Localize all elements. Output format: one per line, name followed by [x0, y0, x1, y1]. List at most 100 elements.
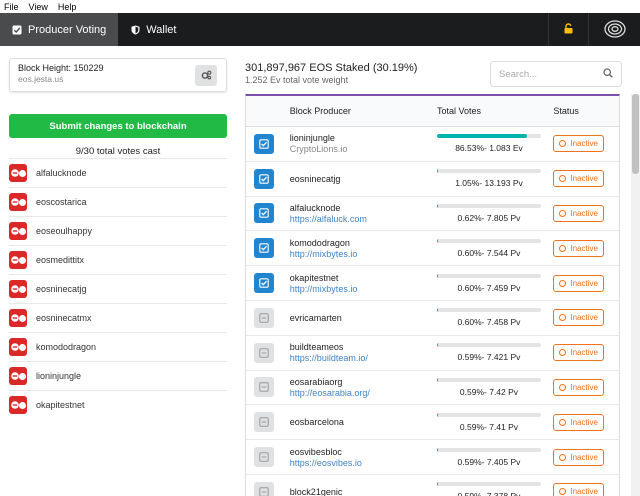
producer-name: komododragon — [289, 237, 350, 248]
vote-progress-bar — [436, 273, 541, 278]
vote-total: 86.53%- 1.083 Ev — [455, 143, 523, 154]
minus-circle-icon — [10, 314, 19, 322]
vote-toggle-button[interactable] — [253, 238, 274, 259]
status-badge: Inactive — [553, 344, 604, 362]
vote-progress-bar — [436, 343, 541, 348]
menu-help[interactable]: Help — [57, 1, 77, 12]
search-box[interactable] — [490, 61, 622, 87]
table-row: okapitestnet http://mixbytes.io 0.60%- 7.4… — [246, 266, 619, 301]
status-label: Inactive — [570, 313, 598, 323]
status-label: Inactive — [570, 139, 598, 149]
lock-icon — [563, 23, 574, 36]
producer-url[interactable]: http://mixbytes.io — [289, 283, 358, 294]
scrollbar[interactable] — [631, 94, 640, 496]
vote-toggle-button[interactable] — [253, 203, 274, 224]
remove-vote-button[interactable] — [9, 280, 27, 298]
status-badge: Inactive — [553, 170, 604, 188]
votes-cast-count: 9/30 total votes cast — [75, 146, 161, 157]
status-label: Inactive — [570, 487, 598, 496]
vote-progress-fill — [436, 134, 527, 139]
status-circle-icon — [559, 383, 567, 391]
col-votes[interactable]: Total Votes — [436, 106, 482, 116]
vote-total: 0.62%- 7.805 Pv — [457, 212, 521, 223]
vote-progress-fill — [436, 308, 439, 313]
vote-progress-fill — [436, 343, 439, 348]
vote-progress-bar — [436, 377, 541, 382]
status-circle-icon — [559, 244, 567, 252]
producer-name: okapitestnet — [289, 272, 339, 283]
producer-url: CryptoLions.io — [289, 144, 348, 155]
remove-vote-button[interactable] — [9, 309, 27, 327]
status-badge: Inactive — [553, 413, 604, 431]
tab-producer-voting[interactable]: Producer Voting — [0, 13, 119, 46]
vote-toggle-button[interactable] — [253, 273, 274, 294]
remove-vote-button[interactable] — [9, 222, 27, 240]
status-badge: Inactive — [553, 448, 604, 466]
vote-toggle-button[interactable] — [253, 133, 274, 154]
producer-url[interactable]: https://buildteam.io/ — [289, 353, 368, 364]
vote-progress-bar — [436, 482, 541, 487]
vote-progress-bar — [436, 308, 541, 313]
vote-progress-bar — [436, 447, 541, 452]
gears-icon — [201, 70, 212, 82]
producer-name: eosbarcelona — [289, 417, 344, 428]
list-item: komododragon — [9, 332, 227, 361]
producer-url[interactable]: https://alfaluck.com — [289, 213, 367, 224]
vote-total: 0.59%- 7.405 Pv — [457, 456, 521, 467]
remove-vote-button[interactable] — [9, 396, 27, 414]
minus-square-icon — [259, 417, 269, 427]
status-badge: Inactive — [553, 378, 604, 396]
table-row: evricamarten 0.60%- 7.458 Pv Inactive — [246, 301, 619, 336]
remove-vote-button[interactable] — [9, 338, 27, 356]
status-circle-icon — [559, 453, 567, 461]
remove-vote-button[interactable] — [9, 193, 27, 211]
account-card: Block Height: 150229 eos.jesta.us — [9, 58, 227, 92]
vote-toggle-button[interactable] — [253, 481, 274, 496]
network-button[interactable] — [588, 13, 640, 46]
submit-button[interactable]: Submit changes to blockchain — [9, 114, 227, 138]
checked-icon — [259, 173, 269, 184]
vote-toggle-button[interactable] — [253, 168, 274, 189]
status-circle-icon — [559, 209, 567, 217]
tab-wallet[interactable]: Wallet — [118, 13, 188, 46]
vote-total: 0.59%- 7.42 Pv — [459, 386, 519, 397]
checkbox-icon — [12, 25, 22, 35]
menu-file[interactable]: File — [4, 1, 19, 12]
producer-name: lioninjungle — [36, 371, 82, 381]
vote-progress-fill — [436, 273, 439, 278]
checked-icon — [259, 243, 269, 254]
vote-progress-bar — [436, 412, 541, 417]
remove-vote-button[interactable] — [9, 164, 27, 182]
producer-url[interactable]: http://mixbytes.io — [289, 248, 358, 259]
menu-view[interactable]: View — [28, 1, 48, 12]
status-badge: Inactive — [553, 274, 604, 292]
lock-button[interactable] — [548, 13, 588, 46]
col-status[interactable]: Status — [553, 106, 579, 116]
status-badge: Inactive — [553, 135, 604, 153]
tab-producer-voting-label: Producer Voting — [28, 23, 107, 36]
col-producer[interactable]: Block Producer — [289, 106, 351, 116]
vote-progress-fill — [436, 169, 439, 174]
scrollbar-thumb[interactable] — [632, 94, 639, 174]
vote-toggle-button[interactable] — [253, 412, 274, 433]
minus-circle-icon — [10, 256, 19, 264]
minus-square-icon — [259, 487, 269, 496]
producer-name: eosarabiaorg — [289, 376, 343, 387]
vote-toggle-button[interactable] — [253, 307, 274, 328]
table-body: lioninjungle CryptoLions.io 86.53%- 1.083 … — [246, 127, 619, 496]
producer-name: alfalucknode — [289, 202, 341, 213]
vote-toggle-button[interactable] — [253, 342, 274, 363]
vote-progress-bar — [436, 238, 541, 243]
producer-url[interactable]: http://eosarabia.org/ — [289, 387, 370, 398]
vote-toggle-button[interactable] — [253, 447, 274, 468]
vote-toggle-button[interactable] — [253, 377, 274, 398]
settings-button[interactable] — [195, 65, 217, 86]
status-label: Inactive — [570, 348, 598, 358]
producer-name: eosmedittitx — [36, 255, 85, 265]
vote-progress-fill — [436, 412, 439, 417]
search-input[interactable] — [499, 68, 599, 80]
remove-vote-button[interactable] — [9, 367, 27, 385]
table-row: eosvibesbloc https://eosvibes.io 0.59%- 7.… — [246, 440, 619, 475]
remove-vote-button[interactable] — [9, 251, 27, 269]
producer-url[interactable]: https://eosvibes.io — [289, 457, 362, 468]
